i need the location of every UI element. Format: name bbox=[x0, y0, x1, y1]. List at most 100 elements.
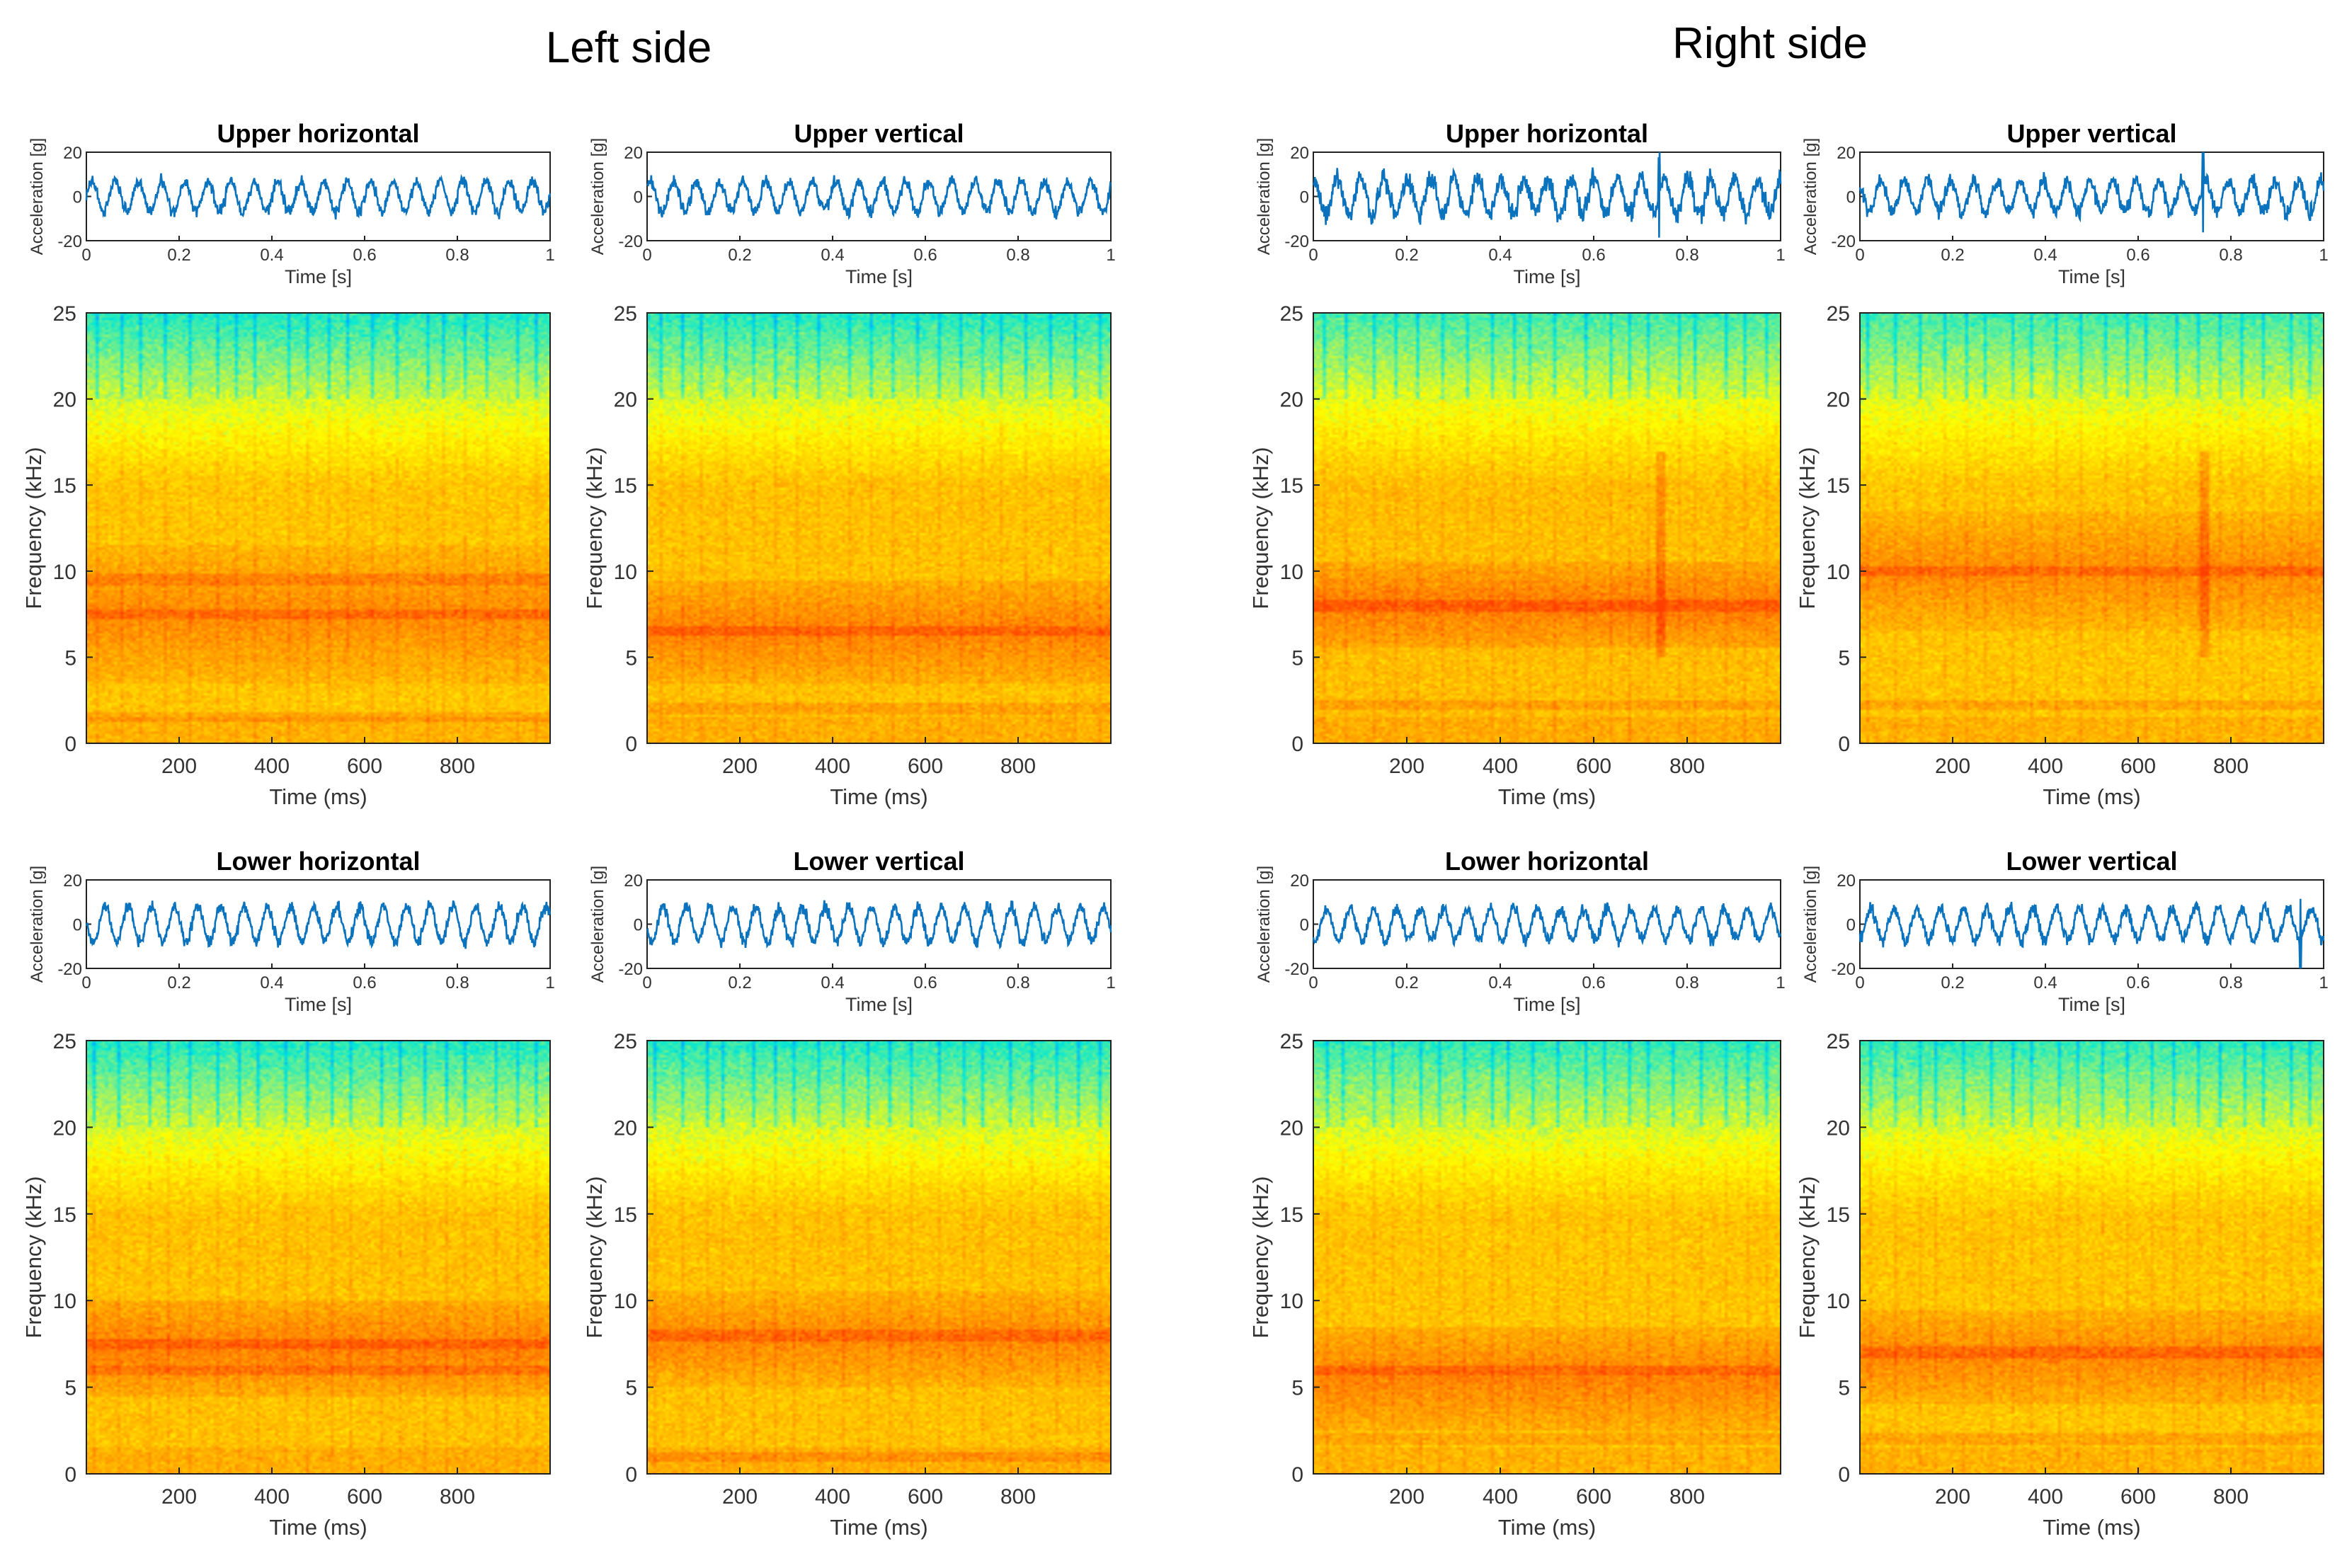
spectrogram-panel: 0 5 10 15 20 25 200 400 600 800 Time (ms) Frequency… bbox=[1248, 1030, 1781, 1540]
y-axis-label: Frequency (kHz) bbox=[21, 447, 46, 609]
x-tick-label: 0.2 bbox=[167, 973, 190, 992]
x-tick-label: 0.8 bbox=[1006, 246, 1029, 265]
spectrogram-image bbox=[647, 1041, 1111, 1474]
x-tick-label: 400 bbox=[815, 1485, 850, 1509]
spectrogram-panel: 0 5 10 15 20 25 200 400 600 800 Time (ms) Frequency… bbox=[582, 1030, 1112, 1540]
y-tick-label: 15 bbox=[1827, 1203, 1850, 1227]
x-tick-label: 0.4 bbox=[2033, 246, 2057, 265]
y-tick-label: 10 bbox=[1280, 1290, 1303, 1313]
y-tick-label: 5 bbox=[64, 1377, 76, 1400]
y-axis-label: Acceleration [g] bbox=[1255, 866, 1274, 983]
x-tick-label: 800 bbox=[1000, 755, 1036, 778]
x-tick-label: 0.6 bbox=[353, 973, 376, 992]
waveform-axes-box bbox=[1859, 151, 2324, 241]
y-tick-label: 0 bbox=[73, 916, 82, 935]
spectrogram-image bbox=[86, 1041, 550, 1474]
y-tick-label: 20 bbox=[1837, 871, 1856, 891]
spectrogram-axes-box bbox=[1859, 312, 2324, 744]
x-axis-label: Time (ms) bbox=[1498, 1515, 1596, 1540]
x-tick-label: 600 bbox=[1576, 755, 1611, 778]
y-tick-label: 25 bbox=[614, 302, 637, 326]
y-axis-label: Frequency (kHz) bbox=[21, 1176, 46, 1338]
spectrogram-image bbox=[86, 313, 550, 743]
y-tick-label: 20 bbox=[614, 389, 637, 412]
y-tick-label: 10 bbox=[1827, 561, 1850, 584]
x-tick-label: 0.4 bbox=[2033, 973, 2057, 992]
y-tick-label: -20 bbox=[1284, 232, 1309, 251]
spectrogram-axes-box bbox=[86, 312, 551, 744]
x-tick-label: 400 bbox=[2028, 1485, 2063, 1509]
y-tick-label: 25 bbox=[1280, 302, 1303, 326]
x-tick-label: 0.2 bbox=[728, 973, 751, 992]
spectrogram-image bbox=[647, 313, 1111, 743]
x-tick-label: 0.8 bbox=[2219, 973, 2242, 992]
spectrogram-axes-box bbox=[1313, 312, 1781, 744]
x-tick-label: 1 bbox=[1776, 973, 1785, 992]
x-tick-label: 0.8 bbox=[445, 973, 469, 992]
waveform-line bbox=[646, 175, 1112, 220]
waveform-axes-box bbox=[86, 151, 551, 241]
x-tick-label: 0.4 bbox=[1488, 246, 1512, 265]
y-tick-label: 10 bbox=[1280, 561, 1303, 584]
waveform-axes-box bbox=[1313, 879, 1781, 969]
x-tick-label: 0.2 bbox=[167, 246, 190, 265]
y-tick-label: -20 bbox=[1831, 232, 1856, 251]
x-tick-label: 0 bbox=[1308, 246, 1318, 265]
x-axis-label: Time (ms) bbox=[269, 784, 367, 809]
y-tick-label: 10 bbox=[53, 1290, 76, 1313]
y-tick-label: 0 bbox=[1300, 916, 1309, 935]
y-tick-label: 20 bbox=[1837, 144, 1856, 163]
x-tick-label: 400 bbox=[1483, 755, 1518, 778]
x-tick-label: 600 bbox=[1576, 1485, 1611, 1509]
y-axis-label: Acceleration [g] bbox=[588, 138, 607, 255]
x-tick-label: 0 bbox=[81, 973, 91, 992]
x-tick-label: 800 bbox=[1669, 755, 1705, 778]
x-axis-label: Time (ms) bbox=[269, 1515, 367, 1540]
x-tick-label: 0.6 bbox=[913, 973, 937, 992]
y-tick-label: 5 bbox=[625, 1377, 637, 1400]
waveform-title: Upper vertical bbox=[2006, 119, 2176, 148]
spectrogram-axes-box bbox=[646, 312, 1112, 744]
x-tick-label: 1 bbox=[2319, 973, 2328, 992]
y-tick-label: 5 bbox=[1838, 646, 1850, 670]
y-tick-label: 0 bbox=[1846, 188, 1856, 207]
y-tick-label: 0 bbox=[1291, 733, 1303, 756]
x-tick-label: 800 bbox=[440, 1485, 475, 1509]
y-tick-label: 15 bbox=[53, 1203, 76, 1227]
spectrogram-panel: 0 5 10 15 20 25 200 400 600 800 Time (ms) Frequency… bbox=[582, 302, 1112, 809]
waveform-line bbox=[85, 900, 552, 949]
x-axis-label: Time (ms) bbox=[1498, 784, 1596, 809]
waveform-line bbox=[85, 173, 552, 220]
y-tick-label: 20 bbox=[1280, 389, 1303, 412]
x-tick-label: 800 bbox=[2213, 1485, 2249, 1509]
x-tick-label: 600 bbox=[347, 755, 382, 778]
x-tick-label: 200 bbox=[1389, 1485, 1424, 1509]
waveform-title: Lower vertical bbox=[2006, 847, 2177, 876]
spectrogram-image bbox=[1860, 1041, 2324, 1474]
waveform-axes-box bbox=[646, 151, 1112, 241]
y-tick-label: 0 bbox=[1838, 733, 1850, 756]
waveform-axes-box bbox=[1859, 879, 2324, 969]
y-tick-label: 0 bbox=[1291, 1463, 1303, 1487]
x-tick-label: 200 bbox=[1935, 1485, 1970, 1509]
x-tick-label: 400 bbox=[254, 1485, 290, 1509]
y-tick-label: -20 bbox=[1284, 960, 1309, 979]
x-tick-label: 200 bbox=[161, 755, 197, 778]
waveform-title: Upper vertical bbox=[794, 119, 964, 148]
x-tick-label: 0 bbox=[642, 973, 651, 992]
x-tick-label: 0 bbox=[1308, 973, 1318, 992]
y-tick-label: 0 bbox=[64, 1463, 76, 1487]
x-tick-label: 200 bbox=[161, 1485, 197, 1509]
y-axis-label: Acceleration [g] bbox=[1801, 138, 1820, 255]
y-tick-label: 20 bbox=[1290, 871, 1309, 891]
y-tick-label: -20 bbox=[1831, 960, 1856, 979]
y-tick-label: 20 bbox=[624, 144, 643, 163]
y-tick-label: 5 bbox=[1291, 646, 1303, 670]
spectrogram-panel: 0 5 10 15 20 25 200 400 600 800 Time (ms) Frequency… bbox=[1248, 302, 1781, 809]
y-tick-label: 0 bbox=[64, 733, 76, 756]
y-tick-label: 0 bbox=[1846, 916, 1856, 935]
